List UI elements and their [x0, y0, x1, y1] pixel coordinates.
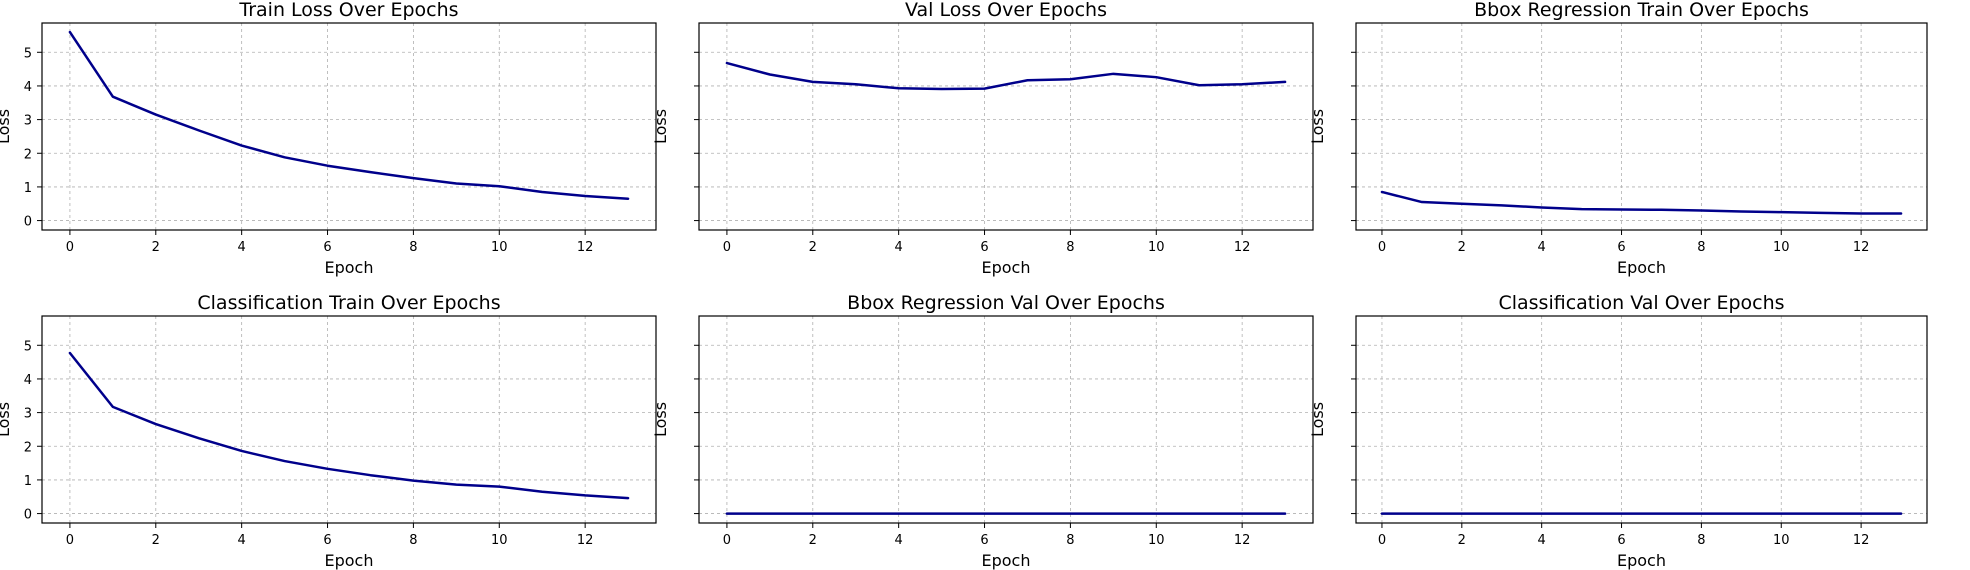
- x-tick-label: 10: [1773, 240, 1790, 255]
- plot-frame: [698, 315, 1314, 524]
- x-tick-label: 0: [1378, 240, 1386, 255]
- x-tick-label: 6: [980, 533, 988, 548]
- x-tick-label: 0: [1378, 533, 1386, 548]
- plot-frame: [1355, 22, 1928, 231]
- x-axis-label: Epoch: [325, 551, 374, 570]
- x-tick-label: 2: [809, 533, 817, 548]
- y-axis-label: Loss: [651, 402, 670, 437]
- x-tick-label: 10: [1773, 533, 1790, 548]
- chart-title: Classification Train Over Epochs: [197, 292, 500, 314]
- x-tick-label: 4: [1538, 533, 1546, 548]
- x-tick-label: 8: [1066, 533, 1074, 548]
- x-tick-label: 12: [1853, 240, 1870, 255]
- x-tick-label: 6: [1617, 533, 1625, 548]
- x-tick-label: 12: [1234, 533, 1251, 548]
- series-line: [68, 351, 630, 500]
- plot-frame: [698, 22, 1314, 231]
- x-tick-label: 0: [723, 240, 731, 255]
- chart-panel-3: 0 2 4 6 8 10 12 Bbox Regression Train Over Epoc…: [1308, 0, 1928, 277]
- x-tick-label: 6: [323, 533, 331, 548]
- x-tick-label: 2: [1458, 533, 1466, 548]
- x-tick-label: 12: [1853, 533, 1870, 548]
- x-tick-label: 6: [1617, 240, 1625, 255]
- x-tick-label: 8: [1697, 533, 1705, 548]
- plot-frame: [1355, 315, 1928, 524]
- x-tick-label: 8: [409, 533, 417, 548]
- y-tick-label: 3: [24, 407, 32, 422]
- series-line: [68, 30, 630, 200]
- y-tick-label: 5: [24, 339, 32, 354]
- plot-frame: [41, 315, 657, 524]
- x-tick-label: 10: [491, 533, 508, 548]
- plot-frame: [41, 22, 657, 231]
- x-tick-label: 12: [1234, 240, 1251, 255]
- x-tick-label: 12: [577, 533, 594, 548]
- x-tick-label: 6: [323, 240, 331, 255]
- x-axis-label: Epoch: [1617, 258, 1666, 277]
- x-axis-label: Epoch: [325, 258, 374, 277]
- x-axis-label: Epoch: [982, 551, 1031, 570]
- x-tick-label: 4: [895, 240, 903, 255]
- x-tick-label: 8: [409, 240, 417, 255]
- y-tick-label: 1: [24, 181, 32, 196]
- y-axis-label: Loss: [0, 402, 13, 437]
- y-tick-label: 2: [24, 147, 32, 162]
- x-tick-label: 4: [238, 533, 246, 548]
- chart-title: Val Loss Over Epochs: [905, 0, 1107, 21]
- x-tick-label: 8: [1066, 240, 1074, 255]
- chart-panel-2: 0 2 4 6 8 10 12 Val Loss Over Epochs Epoch Loss: [651, 0, 1314, 277]
- y-tick-label: 4: [24, 80, 32, 95]
- y-tick-label: 0: [24, 215, 32, 230]
- y-tick-label: 3: [24, 114, 32, 129]
- chart-title: Bbox Regression Train Over Epochs: [1474, 0, 1809, 21]
- x-tick-label: 12: [577, 240, 594, 255]
- y-tick-label: 2: [24, 440, 32, 455]
- x-axis-label: Epoch: [1617, 551, 1666, 570]
- chart-title: Train Loss Over Epochs: [238, 0, 458, 21]
- chart-panel-5: 0 2 4 6 8 10 12 Bbox Regression Val Over Epochs…: [651, 292, 1314, 570]
- x-tick-label: 0: [66, 533, 74, 548]
- chart-title: Bbox Regression Val Over Epochs: [847, 292, 1165, 314]
- x-tick-label: 6: [980, 240, 988, 255]
- y-tick-label: 5: [24, 46, 32, 61]
- y-tick-label: 0: [24, 508, 32, 523]
- series-line: [725, 61, 1287, 91]
- x-tick-label: 4: [238, 240, 246, 255]
- chart-panel-6: 0 2 4 6 8 10 12 Classification Val Over Epochs E…: [1308, 292, 1928, 570]
- y-axis-label: Loss: [1308, 109, 1327, 144]
- x-tick-label: 2: [809, 240, 817, 255]
- y-tick-label: 4: [24, 373, 32, 388]
- x-tick-label: 10: [491, 240, 508, 255]
- y-axis-label: Loss: [651, 109, 670, 144]
- x-tick-label: 8: [1697, 240, 1705, 255]
- y-axis-label: Loss: [0, 109, 13, 144]
- x-tick-label: 0: [723, 533, 731, 548]
- y-tick-label: 1: [24, 474, 32, 489]
- chart-title: Classification Val Over Epochs: [1498, 292, 1784, 314]
- x-tick-label: 2: [152, 533, 160, 548]
- x-tick-label: 2: [152, 240, 160, 255]
- y-axis-label: Loss: [1308, 402, 1327, 437]
- x-tick-label: 4: [895, 533, 903, 548]
- x-tick-label: 0: [66, 240, 74, 255]
- x-tick-label: 2: [1458, 240, 1466, 255]
- series-line: [1380, 190, 1903, 215]
- x-tick-label: 4: [1538, 240, 1546, 255]
- x-tick-label: 10: [1148, 533, 1165, 548]
- x-axis-label: Epoch: [982, 258, 1031, 277]
- x-tick-label: 10: [1148, 240, 1165, 255]
